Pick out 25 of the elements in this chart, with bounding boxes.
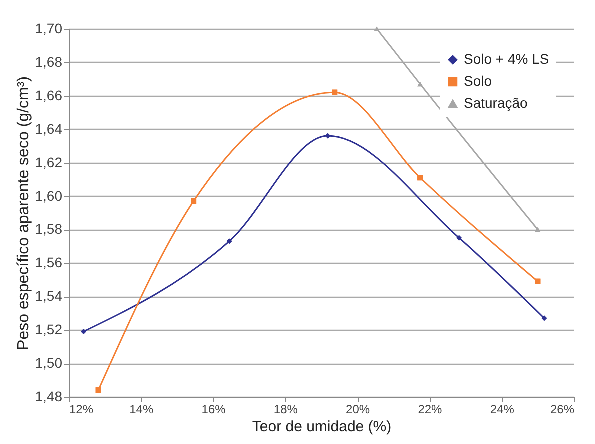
y-tick-label: 1,60 <box>35 188 63 204</box>
y-tick-label: 1,70 <box>35 20 63 36</box>
x-tick-label: 20% <box>346 402 370 416</box>
y-tick-label: 1,58 <box>35 221 63 238</box>
y-tick-label: 1,56 <box>35 254 63 271</box>
y-tick-label: 1,50 <box>35 355 63 372</box>
y-tick-label: 1,68 <box>35 54 63 70</box>
x-tick-label: 26% <box>550 402 575 416</box>
x-tick-label: 22% <box>418 402 443 416</box>
y-tick-label: 1,48 <box>35 388 63 404</box>
x-tick-label: 14% <box>130 402 154 416</box>
x-tick-label: 12% <box>70 402 94 416</box>
legend-label: Saturação <box>464 95 528 111</box>
legend-label: Solo <box>464 73 492 89</box>
y-axis-title: Peso específico aparente seco (g/cm³) <box>15 76 32 350</box>
y-tick-label: 1,64 <box>35 120 63 137</box>
y-tick-label: 1,52 <box>35 322 63 338</box>
legend-label: Solo + 4% LS <box>464 51 550 67</box>
x-axis-title: Teor de umidade (%) <box>252 418 392 436</box>
y-tick-label: 1,62 <box>35 154 63 170</box>
x-tick-label: 24% <box>490 402 515 416</box>
y-tick-label: 1,66 <box>35 87 63 104</box>
x-tick-label: 16% <box>202 402 226 416</box>
y-tick-label: 1,54 <box>35 288 63 304</box>
x-tick-label: 18% <box>274 402 298 416</box>
